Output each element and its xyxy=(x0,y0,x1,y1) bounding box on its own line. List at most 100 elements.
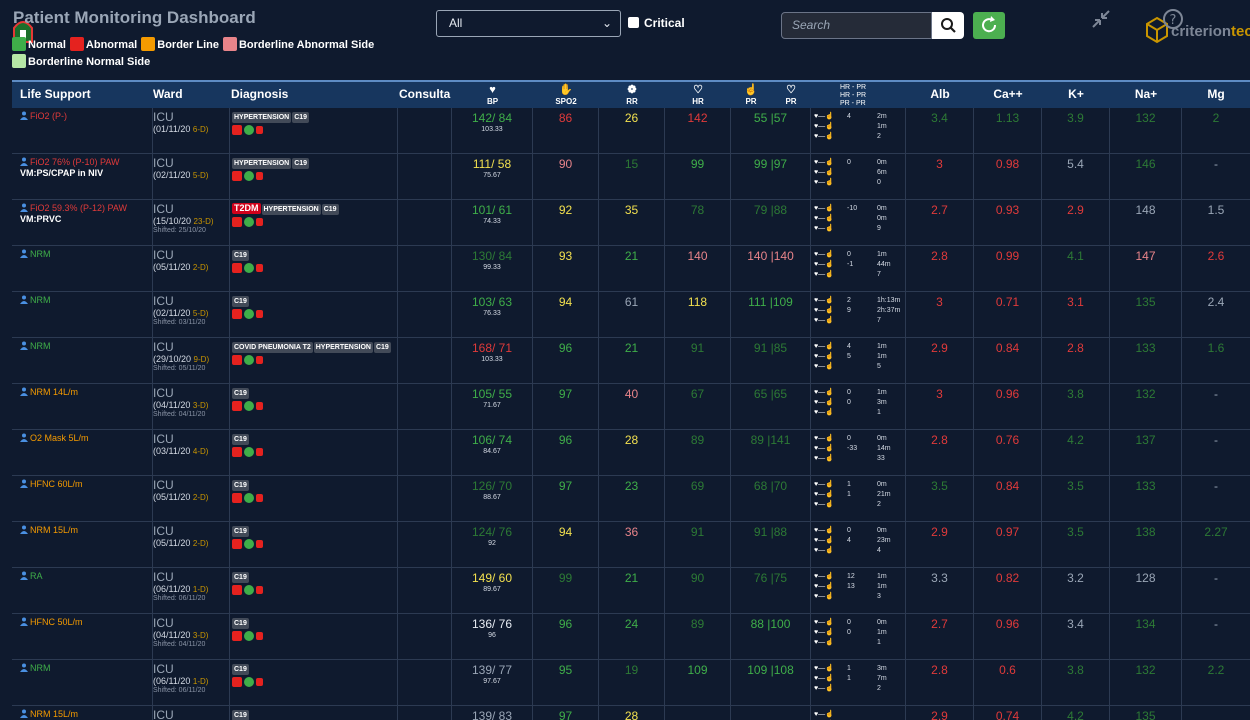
chat-icon[interactable] xyxy=(244,401,254,412)
diagnosis-tag[interactable]: COVID PNEUMONIA T2 xyxy=(232,342,313,353)
col-ward[interactable]: Ward xyxy=(153,87,183,101)
refresh-button[interactable] xyxy=(973,12,1005,39)
chat-icon[interactable] xyxy=(244,355,254,366)
table-row[interactable]: NRM ICU (06/11/20 1-D) Shifted: 06/11/20 C19… xyxy=(12,660,1250,706)
bed-alert-icon[interactable] xyxy=(232,355,242,366)
table-row[interactable]: NRM ICU (05/11/20 2-D) C19 130/ 84 99.33 93 21 1… xyxy=(12,246,1250,292)
col-na[interactable]: Na+ xyxy=(1134,87,1158,101)
chat-icon[interactable] xyxy=(244,447,254,458)
bell-icon[interactable] xyxy=(256,218,263,227)
table-row[interactable]: HFNC 50L/m ICU (04/11/20 3-D) Shifted: 04/1… xyxy=(12,614,1250,660)
bed-alert-icon[interactable] xyxy=(232,171,242,182)
sodium-value: 128 xyxy=(1135,571,1156,585)
table-row[interactable]: NRM ICU (02/11/20 5-D) Shifted: 03/11/20 C19… xyxy=(12,292,1250,338)
bed-alert-icon[interactable] xyxy=(232,125,242,136)
table-row[interactable]: O2 Mask 5L/m ICU (03/11/20 4-D) C19 106/ 74 8… xyxy=(12,430,1250,476)
chat-icon[interactable] xyxy=(244,217,254,228)
chat-icon[interactable] xyxy=(244,493,254,504)
table-row[interactable]: NRM 15L/m ICU(06/11/20 1-D)C19 139/ 83 97 28… xyxy=(12,706,1250,720)
col-alb[interactable]: Alb xyxy=(930,87,950,101)
diagnosis-tag[interactable]: C19 xyxy=(232,618,249,629)
diagnosis-tag[interactable]: HYPERTENSION xyxy=(232,158,292,169)
bed-alert-icon[interactable] xyxy=(232,263,242,274)
diagnosis-tag[interactable]: C19 xyxy=(232,664,249,675)
table-row[interactable]: NRM 15L/m ICU (05/11/20 2-D) C19 124/ 76 92 94… xyxy=(12,522,1250,568)
diagnosis-tag[interactable]: C19 xyxy=(232,572,249,583)
bed-alert-icon[interactable] xyxy=(232,309,242,320)
chat-icon[interactable] xyxy=(244,125,254,136)
bell-icon[interactable] xyxy=(256,448,263,457)
summary-line: ♥—☝ 13 1m xyxy=(811,582,905,592)
bed-alert-icon[interactable] xyxy=(232,493,242,504)
table-row[interactable]: FiO2 59.3% (P-12) PAW VM:PRVC ICU (15/10/20… xyxy=(12,200,1250,246)
table-row[interactable]: HFNC 60L/m ICU (05/11/20 2-D) C19 126/ 70 88.… xyxy=(12,476,1250,522)
bell-icon[interactable] xyxy=(256,678,263,687)
pr-value: 89 |141 xyxy=(750,433,791,447)
bed-alert-icon[interactable] xyxy=(232,217,242,228)
collapse-icon[interactable] xyxy=(1090,8,1112,30)
col-pr[interactable]: ☝ PR xyxy=(731,83,771,109)
col-ca[interactable]: Ca++ xyxy=(993,87,1023,101)
bell-icon[interactable] xyxy=(256,402,263,411)
bell-icon[interactable] xyxy=(256,494,263,503)
bed-alert-icon[interactable] xyxy=(232,585,242,596)
ward-filter-select[interactable]: All ⌄ xyxy=(436,10,621,37)
critical-filter[interactable]: Critical xyxy=(628,16,685,30)
diagnosis-tag[interactable]: T2DM xyxy=(232,203,261,214)
diagnosis-tag[interactable]: C19 xyxy=(232,250,249,261)
bed-alert-icon[interactable] xyxy=(232,677,242,688)
diagnosis-tag[interactable]: C19 xyxy=(321,204,339,215)
chat-icon[interactable] xyxy=(244,309,254,320)
diagnosis-tag[interactable]: HYPERTENSION xyxy=(313,342,373,353)
bell-icon[interactable] xyxy=(256,126,263,135)
bell-icon[interactable] xyxy=(256,264,263,273)
bed-alert-icon[interactable] xyxy=(232,631,242,642)
col-bp[interactable]: ♥ BP xyxy=(452,83,533,109)
col-k[interactable]: K+ xyxy=(1068,87,1084,101)
diagnosis-tag[interactable]: HYPERTENSION xyxy=(232,112,292,123)
diagnosis-tag[interactable]: C19 xyxy=(232,480,249,491)
col-consultant[interactable]: Consulta xyxy=(399,87,451,101)
table-row[interactable]: RA ICU (06/11/20 1-D) Shifted: 06/11/20 C19 1… xyxy=(12,568,1250,614)
col-spo2[interactable]: ✋ SPO2 xyxy=(533,83,599,109)
table-row[interactable]: NRM 14L/m ICU (04/11/20 3-D) Shifted: 04/11… xyxy=(12,384,1250,430)
chat-icon[interactable] xyxy=(244,263,254,274)
col-diagnosis[interactable]: Diagnosis xyxy=(231,87,289,101)
search-input[interactable]: Search xyxy=(781,12,932,39)
diagnosis-tag[interactable]: C19 xyxy=(292,112,310,123)
diagnosis-tag[interactable]: C19 xyxy=(292,158,310,169)
bell-icon[interactable] xyxy=(256,310,263,319)
col-life-support[interactable]: Life Support xyxy=(20,87,91,101)
table-row[interactable]: NRM ICU (29/10/20 9-D) Shifted: 05/11/20 COV… xyxy=(12,338,1250,384)
diagnosis-tag[interactable]: HYPERTENSION xyxy=(261,204,321,215)
diagnosis-tag[interactable]: C19 xyxy=(232,388,249,399)
bell-icon[interactable] xyxy=(256,356,263,365)
bell-icon[interactable] xyxy=(256,540,263,549)
col-rr[interactable]: ❁ RR xyxy=(599,83,665,109)
search-button[interactable] xyxy=(932,12,964,39)
bed-alert-icon[interactable] xyxy=(232,539,242,550)
diagnosis-tag[interactable]: C19 xyxy=(232,296,249,307)
chat-icon[interactable] xyxy=(244,677,254,688)
diagnosis-tag[interactable]: C19 xyxy=(232,434,249,445)
diagnosis-tag[interactable]: C19 xyxy=(232,710,249,720)
col-pr2[interactable]: ♡ PR xyxy=(771,83,811,109)
col-mg[interactable]: Mg xyxy=(1207,87,1225,101)
bell-icon[interactable] xyxy=(256,632,263,641)
chat-icon[interactable] xyxy=(244,539,254,550)
bell-icon[interactable] xyxy=(256,172,263,181)
chat-icon[interactable] xyxy=(244,171,254,182)
help-icon[interactable]: ? xyxy=(1162,8,1184,30)
magnesium-cell: 1.5 xyxy=(1182,200,1250,246)
col-hr[interactable]: ♡ HR xyxy=(665,83,731,109)
diagnosis-tag[interactable]: C19 xyxy=(232,526,249,537)
table-row[interactable]: FiO2 (P-) ICU (01/11/20 6-D) HYPERTENSION C1… xyxy=(12,108,1250,154)
diagnosis-tag[interactable]: C19 xyxy=(373,342,391,353)
bed-alert-icon[interactable] xyxy=(232,447,242,458)
bell-icon[interactable] xyxy=(256,586,263,595)
chat-icon[interactable] xyxy=(244,585,254,596)
bed-alert-icon[interactable] xyxy=(232,401,242,412)
table-row[interactable]: FiO2 76% (P-10) PAW VM:PS/CPAP in NIV ICU(… xyxy=(12,154,1250,200)
critical-checkbox[interactable] xyxy=(628,17,639,28)
chat-icon[interactable] xyxy=(244,631,254,642)
